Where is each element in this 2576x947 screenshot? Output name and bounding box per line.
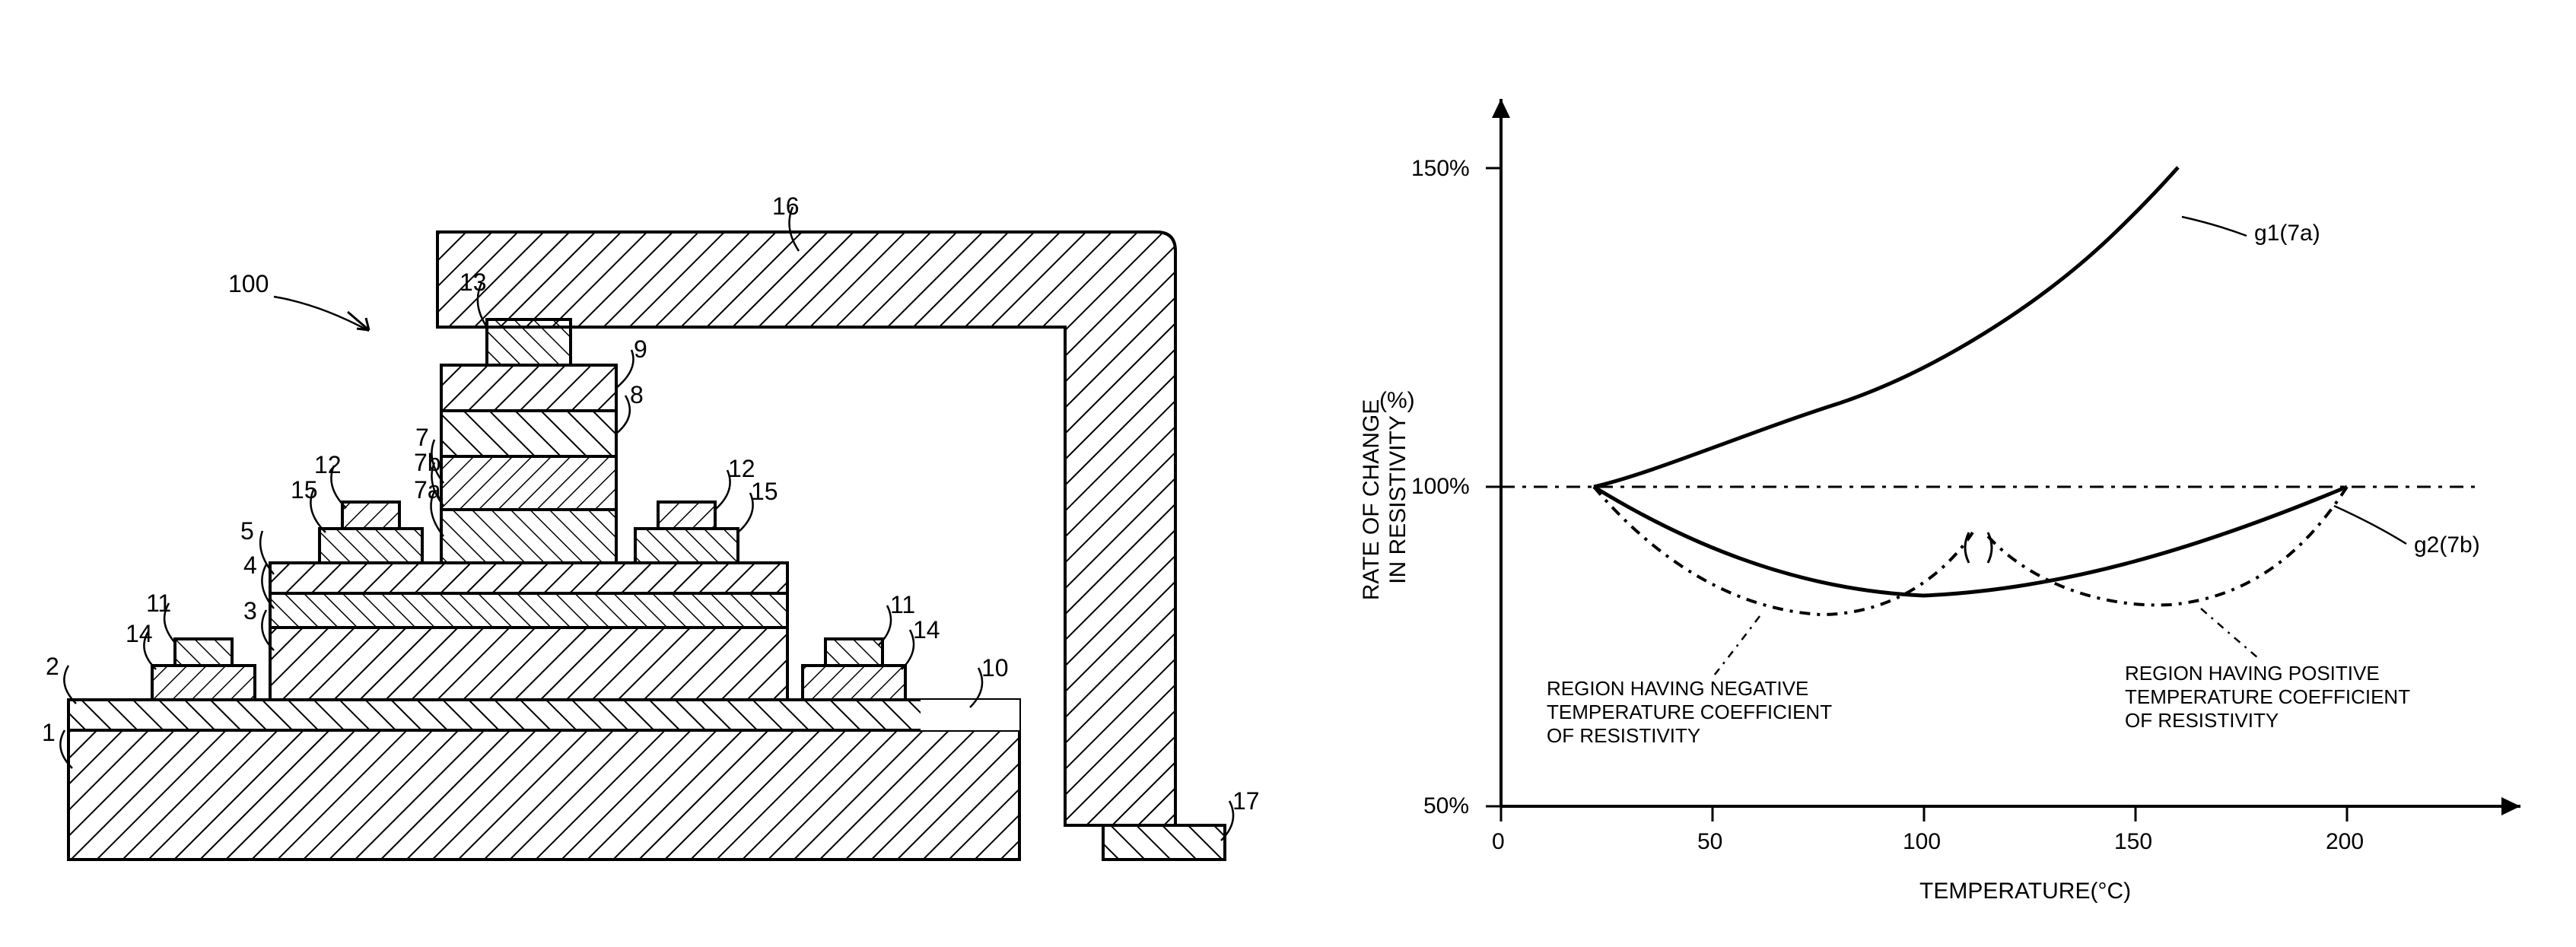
pad-11-right <box>825 639 883 666</box>
y-axis-label-2: IN RESISTIVITY <box>1385 386 1411 614</box>
leader-pos <box>2201 609 2258 658</box>
xtick-50: 50 <box>1697 829 1722 855</box>
pad-15-left <box>320 529 422 563</box>
arrow-100 <box>346 310 377 341</box>
layer-10 <box>921 700 1019 730</box>
label-100: 100 <box>228 270 269 298</box>
label-11L: 11 <box>146 589 171 618</box>
label-16: 16 <box>772 192 800 221</box>
curve-g2 <box>1594 487 2347 596</box>
pad-12-right <box>658 502 715 529</box>
device-svg <box>0 0 1288 947</box>
layer-17 <box>1103 825 1225 860</box>
pad-14-left <box>152 666 255 700</box>
chart-svg <box>1288 0 2576 947</box>
y-axis-arrow <box>1492 99 1510 118</box>
layer-7a <box>441 510 616 563</box>
annotation-negative-text: REGION HAVING NEGATIVETEMPERATURE COEFFI… <box>1547 677 1832 747</box>
xtick-100: 100 <box>1903 829 1941 855</box>
label-14R: 14 <box>913 616 940 644</box>
layer-2 <box>68 700 1019 730</box>
label-5: 5 <box>240 517 254 545</box>
annotation-negative: REGION HAVING NEGATIVETEMPERATURE COEFFI… <box>1547 677 1866 748</box>
label-7b: 7b <box>414 449 441 477</box>
resistivity-chart: 0 50 100 150 200 50% 100% 150% TEMPERATU… <box>1288 0 2576 947</box>
ytick-150: 150% <box>1411 156 1470 182</box>
label-7: 7 <box>415 424 429 452</box>
layer-1 <box>68 730 1019 860</box>
label-11R: 11 <box>890 591 915 619</box>
label-g2: g2(7b) <box>2414 532 2480 558</box>
layer-4 <box>270 593 787 628</box>
leader-neg <box>1714 616 1760 675</box>
label-g1: g1(7a) <box>2254 221 2320 246</box>
label-14L: 14 <box>126 620 153 648</box>
layer-3 <box>270 628 787 700</box>
label-7a: 7a <box>414 476 441 504</box>
label-12R: 12 <box>728 455 755 483</box>
label-15L: 15 <box>291 476 318 504</box>
label-17: 17 <box>1232 787 1260 815</box>
layer-5 <box>270 563 787 593</box>
y-axis-label-1: RATE OF CHANGE <box>1359 386 1385 614</box>
ytick-50: 50% <box>1423 793 1469 819</box>
curve-g1 <box>1594 167 2178 487</box>
label-13: 13 <box>460 269 487 297</box>
xtick-0: 0 <box>1492 829 1505 855</box>
curve-dashdot-right <box>1988 487 2347 605</box>
annotation-positive-text: REGION HAVING POSITIVETEMPERATURE COEFFI… <box>2125 662 2410 732</box>
y-axis-unit: (%) <box>1379 388 1415 414</box>
label-8: 8 <box>630 381 644 409</box>
leader-g2 <box>2334 506 2406 544</box>
x-axis-label: TEMPERATURE(°C) <box>1919 879 2131 904</box>
label-12L: 12 <box>314 451 342 479</box>
y-ticks <box>1486 168 1501 806</box>
leader-g1 <box>2182 217 2247 236</box>
xtick-150: 150 <box>2114 829 2152 855</box>
xtick-200: 200 <box>2326 829 2364 855</box>
label-10: 10 <box>981 654 1009 682</box>
annotation-positive: REGION HAVING POSITIVETEMPERATURE COEFFI… <box>2125 662 2444 733</box>
label-1: 1 <box>42 719 56 747</box>
layer-9 <box>441 365 616 411</box>
label-2: 2 <box>46 653 59 681</box>
layer-8 <box>441 411 616 456</box>
label-9: 9 <box>634 335 647 364</box>
pad-15-right <box>635 529 738 563</box>
label-3: 3 <box>243 597 257 625</box>
device-cross-section: 1 2 14 11 3 4 5 15 12 7a 7b 7 8 9 13 15 … <box>0 0 1288 947</box>
x-axis-arrow <box>2501 797 2520 815</box>
label-4: 4 <box>243 551 257 580</box>
pad-12-left <box>342 502 399 529</box>
pad-14-right <box>803 666 905 700</box>
layer-7b <box>441 456 616 510</box>
pad-11-left <box>175 639 232 666</box>
x-ticks <box>1501 806 2347 821</box>
ytick-100: 100% <box>1411 474 1470 500</box>
